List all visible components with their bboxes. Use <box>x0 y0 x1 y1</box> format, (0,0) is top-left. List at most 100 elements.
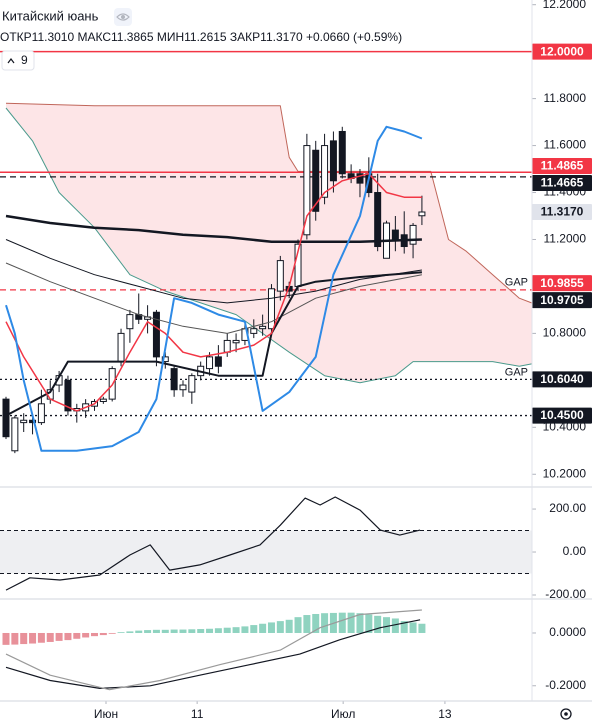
ichimoku-cloud <box>5 103 532 383</box>
visibility-toggle[interactable] <box>114 8 132 26</box>
candle-body <box>374 192 382 248</box>
candle-body <box>391 229 399 240</box>
histogram-bar <box>11 632 19 645</box>
candle-body <box>409 224 417 245</box>
histogram-bar <box>82 632 90 638</box>
candle-body <box>2 398 10 438</box>
candle-body <box>303 145 311 236</box>
histogram-bar <box>347 612 355 633</box>
settings-button[interactable] <box>560 708 572 720</box>
histogram-bar <box>37 632 45 643</box>
histogram-bar <box>285 619 293 633</box>
candle-body <box>29 419 37 424</box>
histogram-bar <box>152 629 160 633</box>
histogram-bar <box>259 623 267 633</box>
price-level-label: 10.4500 <box>540 408 584 422</box>
histogram-bar <box>223 627 231 633</box>
y-tick-label: 11.6000 <box>544 138 587 152</box>
candle-body <box>64 379 72 412</box>
price-level-label: 11.3170 <box>541 205 584 219</box>
price-level-box <box>532 204 592 221</box>
cci-pane <box>0 496 532 591</box>
candle-body <box>20 419 28 424</box>
histogram-bar <box>206 628 214 633</box>
candle-body <box>276 260 284 292</box>
histogram-bar <box>73 632 81 639</box>
price-pane <box>0 50 532 454</box>
histogram-bar <box>232 627 240 633</box>
cloud-upper-line <box>5 102 532 304</box>
histogram-bar <box>250 625 258 633</box>
candle-body <box>356 173 364 184</box>
price-level-box <box>532 158 592 175</box>
candle-body <box>329 140 337 182</box>
histogram-bar <box>267 622 275 633</box>
histogram-bar <box>294 617 302 633</box>
candle-body <box>206 356 214 370</box>
candle-body <box>37 403 45 424</box>
candle-body <box>188 375 196 393</box>
histogram-bar <box>126 631 134 633</box>
histogram-bar <box>338 612 346 633</box>
histogram-bar <box>241 626 249 633</box>
y-tick-label: 10.2000 <box>543 466 587 480</box>
indicator-line <box>5 172 422 412</box>
histogram-bar <box>188 629 196 633</box>
histogram-bar <box>20 632 28 645</box>
histogram-bar <box>179 629 187 633</box>
cloud-lower-line <box>5 107 532 384</box>
candle-body <box>179 384 187 391</box>
histogram-bar <box>356 613 364 633</box>
price-level-label: 10.9855 <box>540 276 584 290</box>
price-level-box <box>532 407 592 424</box>
indicators-toggle[interactable]: 9 <box>1 50 35 71</box>
candle-body <box>250 328 258 334</box>
candle-body <box>11 417 19 452</box>
y-tick-label: 10.8000 <box>543 326 587 340</box>
candle-body <box>321 145 329 198</box>
histogram-bar <box>400 621 408 633</box>
histogram-bar <box>161 629 169 633</box>
indicator-line <box>5 262 422 334</box>
y-tick-label: 11.8000 <box>544 91 587 105</box>
macd-line <box>5 619 421 689</box>
y-tick-label: 11.2000 <box>544 232 587 246</box>
candle-body <box>99 398 107 402</box>
title-bg <box>0 6 150 28</box>
histogram-bar <box>312 613 320 633</box>
x-tick-label: 13 <box>438 707 452 721</box>
histogram-bar <box>170 629 178 633</box>
candle-body <box>223 339 231 353</box>
histogram-bar <box>135 630 143 633</box>
candle-body <box>214 356 222 367</box>
price-level-label: 11.4665 <box>541 176 584 190</box>
indicator-line <box>5 239 422 304</box>
indicator-line <box>5 214 422 244</box>
histogram-bar <box>29 632 37 644</box>
histogram-bar <box>144 630 152 633</box>
histogram-bar <box>276 621 284 633</box>
histogram-bar <box>383 617 391 633</box>
candle-body <box>312 149 320 212</box>
price-level-box <box>532 43 592 60</box>
price-level-box <box>532 292 592 309</box>
y-tick-label: 0.00 <box>563 544 587 558</box>
x-tick-label: Июл <box>331 707 355 721</box>
price-level-box <box>532 371 592 388</box>
histogram-bar <box>55 632 63 641</box>
candle-body <box>418 211 426 217</box>
x-tick-label: 11 <box>191 707 204 721</box>
histogram-bar <box>418 623 426 633</box>
indicator-line <box>5 271 422 417</box>
histogram-bar <box>117 632 125 633</box>
price-level-label: 10.9705 <box>540 293 584 307</box>
ohlc-legend: ОТКР11.3010 МАКС11.3865 МИН11.2615 ЗАКР1… <box>0 30 402 44</box>
histogram-bar <box>197 629 205 633</box>
candle-body <box>161 356 169 363</box>
price-level-box <box>532 175 592 192</box>
macd-pane <box>2 609 426 691</box>
y-tick-label: 200.00 <box>549 501 586 515</box>
histogram-bar <box>99 632 107 636</box>
candle-body <box>259 325 267 330</box>
